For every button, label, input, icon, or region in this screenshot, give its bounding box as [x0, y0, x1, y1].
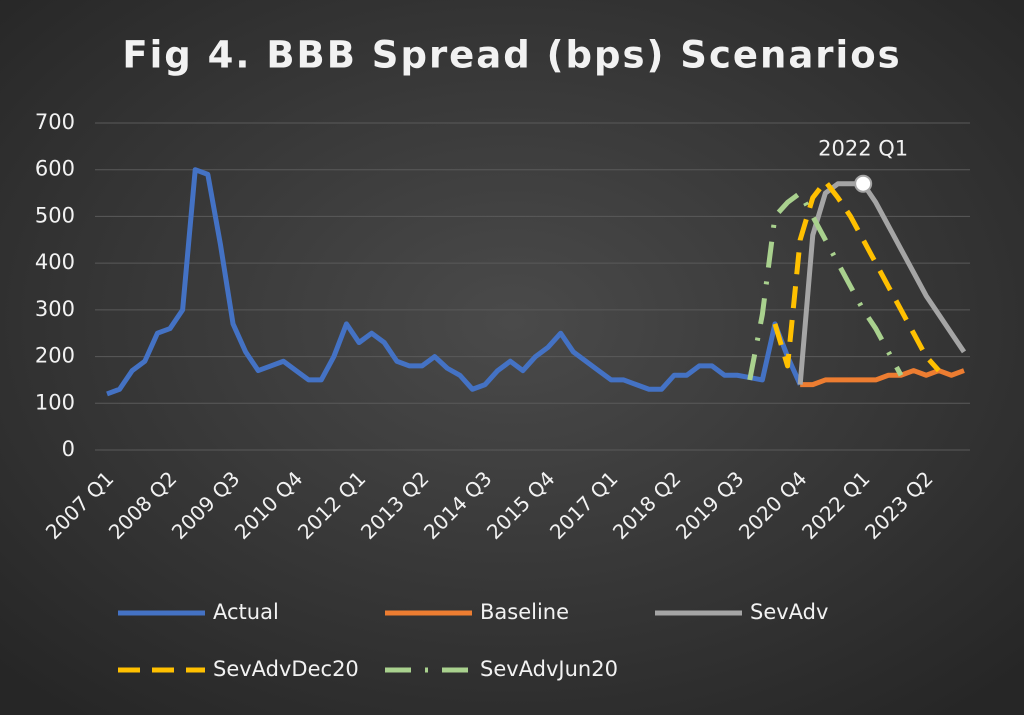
legend-label: SevAdvJun20	[480, 657, 618, 681]
legend-label: Baseline	[480, 600, 569, 624]
annotation-marker	[854, 174, 873, 193]
legend-label: Actual	[213, 600, 279, 624]
y-tick-label: 600	[35, 157, 75, 181]
y-tick-label: 200	[35, 344, 75, 368]
legend-label: SevAdv	[750, 600, 828, 624]
y-tick-label: 700	[35, 110, 75, 134]
y-tick-label: 300	[35, 297, 75, 321]
chart-title: Fig 4. BBB Spread (bps) Scenarios	[122, 34, 901, 77]
y-tick-label: 400	[35, 250, 75, 274]
y-tick-label: 0	[62, 437, 75, 461]
series-line	[747, 190, 904, 381]
y-tick-label: 100	[35, 390, 75, 414]
annotation: 2022 Q1	[818, 137, 908, 161]
series-line	[106, 167, 803, 397]
y-tick-label: 500	[35, 203, 75, 227]
series-line	[797, 181, 967, 385]
legend-label: SevAdvDec20	[213, 657, 359, 681]
series-line	[772, 178, 941, 373]
